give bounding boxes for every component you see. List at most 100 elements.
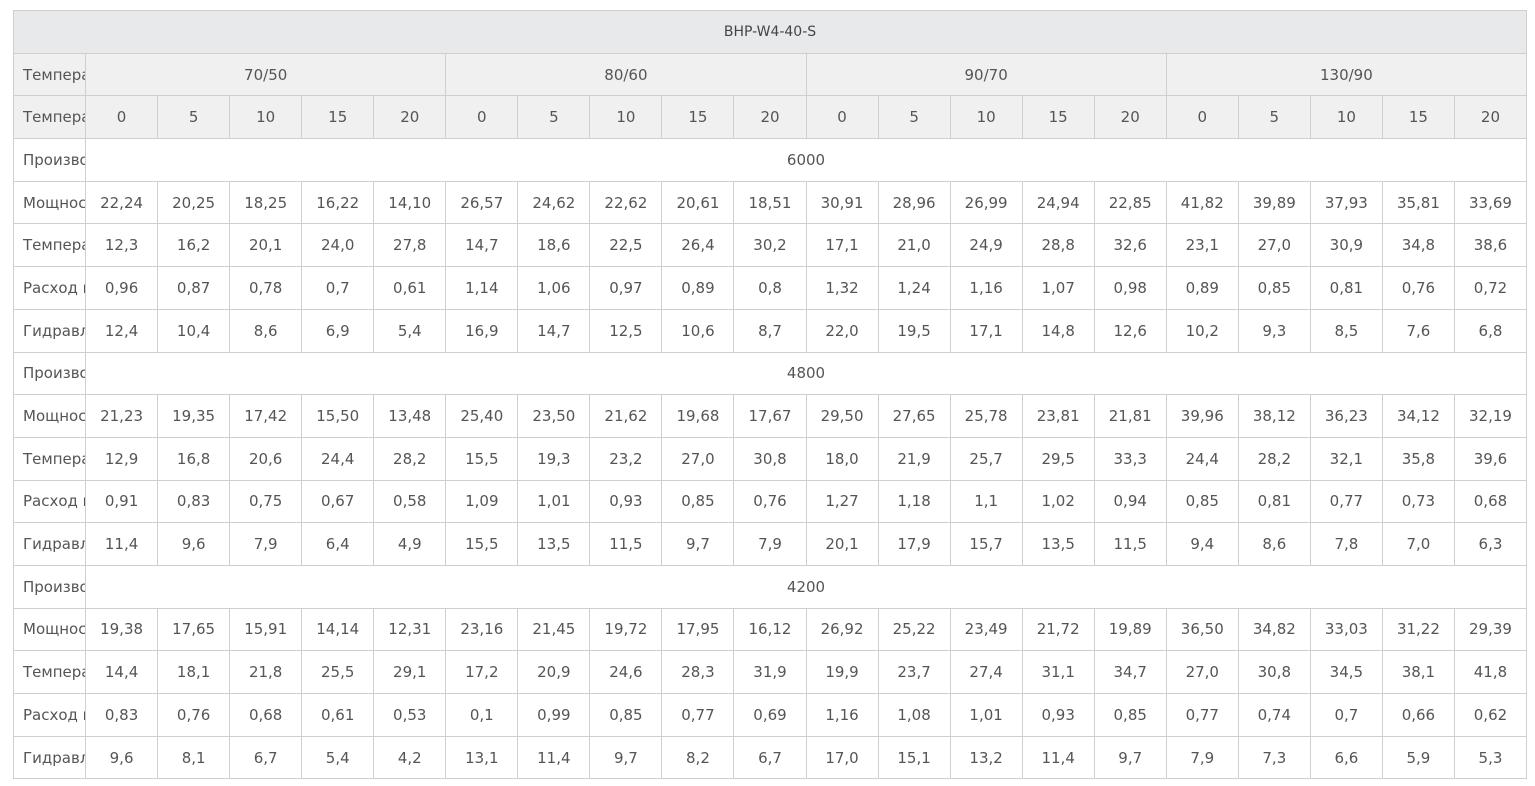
power-value: 18,51 xyxy=(733,180,807,225)
heated-air-value: 38,6 xyxy=(1453,223,1528,268)
power-value: 25,40 xyxy=(445,394,519,438)
water-flow-value: 0,97 xyxy=(589,266,663,310)
water-flow-value: 1,24 xyxy=(877,266,951,310)
heated-air-value: 32,1 xyxy=(1309,436,1383,481)
resistance-value: 6,9 xyxy=(301,308,375,353)
power-value: 14,10 xyxy=(373,180,447,225)
resistance-value: 9,6 xyxy=(157,522,231,566)
power-value: 19,89 xyxy=(1093,607,1167,652)
heated-air-value: 22,5 xyxy=(589,223,663,268)
water-temp-header-row: Температура воды на входе/выходе, ° С70/… xyxy=(12,52,1528,97)
resistance-value: 11,4 xyxy=(517,735,591,780)
air-temp-value: 20 xyxy=(1453,95,1528,140)
power-value: 29,39 xyxy=(1453,607,1528,652)
table-title: BHP-W4-40-S xyxy=(13,10,1527,54)
heated-air-value: 31,9 xyxy=(733,650,807,694)
resistance-value: 8,6 xyxy=(229,308,303,353)
resistance-value: 7,8 xyxy=(1309,522,1383,566)
heated-air-value: 26,4 xyxy=(661,223,735,268)
power-value: 21,81 xyxy=(1093,394,1167,438)
air-temp-value: 10 xyxy=(1309,95,1383,140)
heated-air-value: 23,2 xyxy=(589,436,663,481)
power-value: 24,94 xyxy=(1021,180,1095,225)
resistance-value: 19,5 xyxy=(877,308,951,353)
resistance-value: 11,5 xyxy=(1093,522,1167,566)
air-temp-header-row: Температура воздуха входе, ° С0510152005… xyxy=(12,95,1528,140)
resistance-value: 17,0 xyxy=(805,735,879,780)
power-value: 24,62 xyxy=(517,180,591,225)
heated-air-value: 19,9 xyxy=(805,650,879,694)
power-value: 34,12 xyxy=(1381,394,1455,438)
water-flow-value: 0,61 xyxy=(373,266,447,310)
resistance-value: 9,3 xyxy=(1237,308,1311,353)
resistance-value: 6,4 xyxy=(301,522,375,566)
capacity-label: Производительность, м3/ч xyxy=(12,351,87,396)
resistance-value: 13,2 xyxy=(949,735,1023,780)
power-value: 25,78 xyxy=(949,394,1023,438)
heated-air-value: 14,4 xyxy=(85,650,159,694)
water-flow-value: 0,68 xyxy=(229,693,303,737)
power-value: 34,82 xyxy=(1237,607,1311,652)
resistance-row: Гидравлическое сопротивление, кПа9,68,16… xyxy=(12,735,1528,780)
water-flow-value: 0,93 xyxy=(589,479,663,524)
heated-air-row: Температура нагретого воздуха, ° С14,418… xyxy=(12,650,1528,694)
air-temp-value: 0 xyxy=(805,95,879,140)
power-value: 26,92 xyxy=(805,607,879,652)
heated-air-row: Температура нагретого воздуха, ° С12,916… xyxy=(12,436,1528,481)
water-flow-value: 1,1 xyxy=(949,479,1023,524)
resistance-value: 14,7 xyxy=(517,308,591,353)
heated-air-value: 27,0 xyxy=(1237,223,1311,268)
heated-air-value: 30,8 xyxy=(733,436,807,481)
resistance-value: 7,9 xyxy=(1165,735,1239,780)
power-value: 19,68 xyxy=(661,394,735,438)
water-flow-value: 0,87 xyxy=(157,266,231,310)
heated-air-value: 27,0 xyxy=(661,436,735,481)
resistance-value: 11,4 xyxy=(1021,735,1095,780)
resistance-value: 10,4 xyxy=(157,308,231,353)
capacity-label-text: Производительность, м xyxy=(23,577,85,596)
resistance-value: 6,7 xyxy=(733,735,807,780)
resistance-value: 12,6 xyxy=(1093,308,1167,353)
water-temp-group: 90/70 xyxy=(805,52,1167,97)
water-temp-label: Температура воды на входе/выходе, ° С xyxy=(12,52,87,97)
power-value: 17,65 xyxy=(157,607,231,652)
heated-air-value: 34,7 xyxy=(1093,650,1167,694)
air-temp-value: 10 xyxy=(949,95,1023,140)
heated-air-value: 34,8 xyxy=(1381,223,1455,268)
heated-air-value: 23,1 xyxy=(1165,223,1239,268)
water-flow-label-text: Расход воды, м xyxy=(23,492,85,511)
water-flow-value: 0,99 xyxy=(517,693,591,737)
title-row: BHP-W4-40-S xyxy=(13,10,1527,54)
power-row: Мощность нагревателя, кВт19,3817,6515,91… xyxy=(12,607,1528,652)
capacity-row: Производительность, м3/ч6000 xyxy=(12,138,1527,182)
heated-air-value: 19,3 xyxy=(517,436,591,481)
heated-air-value: 20,9 xyxy=(517,650,591,694)
water-flow-row: Расход воды, м3/ч0,960,870,780,70,611,14… xyxy=(12,266,1528,310)
water-flow-value: 0,98 xyxy=(1093,266,1167,310)
capacity-row: Производительность, м3/ч4200 xyxy=(12,564,1527,609)
heated-air-value: 24,4 xyxy=(1165,436,1239,481)
heated-air-value: 24,4 xyxy=(301,436,375,481)
resistance-value: 14,8 xyxy=(1021,308,1095,353)
power-value: 36,23 xyxy=(1309,394,1383,438)
air-temp-value: 20 xyxy=(1093,95,1167,140)
resistance-value: 10,6 xyxy=(661,308,735,353)
heated-air-value: 16,8 xyxy=(157,436,231,481)
resistance-value: 17,9 xyxy=(877,522,951,566)
water-flow-value: 0,76 xyxy=(1381,266,1455,310)
water-flow-value: 0,1 xyxy=(445,693,519,737)
water-flow-label: Расход воды, м3/ч xyxy=(12,266,87,310)
resistance-value: 6,7 xyxy=(229,735,303,780)
power-value: 36,50 xyxy=(1165,607,1239,652)
water-flow-value: 1,07 xyxy=(1021,266,1095,310)
resistance-value: 5,4 xyxy=(373,308,447,353)
resistance-value: 8,1 xyxy=(157,735,231,780)
water-flow-value: 0,72 xyxy=(1453,266,1528,310)
resistance-value: 17,1 xyxy=(949,308,1023,353)
power-value: 21,45 xyxy=(517,607,591,652)
heated-air-row: Температура нагретого воздуха, ° С12,316… xyxy=(12,223,1528,268)
water-flow-value: 0,74 xyxy=(1237,693,1311,737)
power-value: 35,81 xyxy=(1381,180,1455,225)
power-value: 28,96 xyxy=(877,180,951,225)
water-flow-value: 1,14 xyxy=(445,266,519,310)
